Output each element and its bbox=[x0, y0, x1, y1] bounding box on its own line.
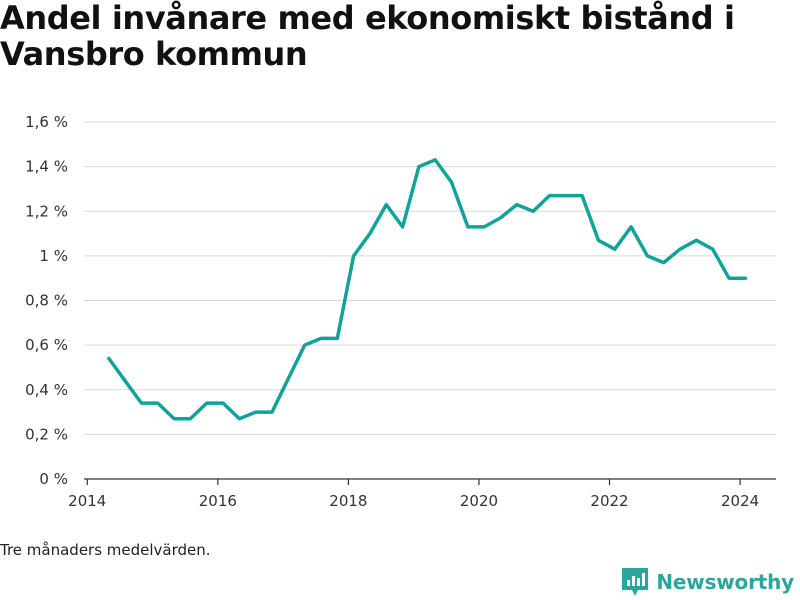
x-tick-label: 2024 bbox=[721, 492, 759, 510]
data-point bbox=[172, 417, 175, 420]
data-point bbox=[401, 225, 404, 228]
y-tick-label: 1 % bbox=[39, 247, 68, 265]
data-point bbox=[352, 254, 355, 257]
data-point bbox=[434, 158, 437, 161]
data-point bbox=[189, 417, 192, 420]
data-point bbox=[744, 277, 747, 280]
data-point bbox=[629, 225, 632, 228]
x-tick-label: 2022 bbox=[590, 492, 628, 510]
data-point bbox=[613, 248, 616, 251]
data-point bbox=[336, 337, 339, 340]
y-tick-label: 0 % bbox=[39, 470, 68, 488]
data-point bbox=[417, 165, 420, 168]
data-point bbox=[319, 337, 322, 340]
data-point bbox=[581, 194, 584, 197]
data-point bbox=[499, 216, 502, 219]
grid-lines bbox=[84, 121, 776, 435]
data-point bbox=[711, 248, 714, 251]
data-point bbox=[124, 379, 127, 382]
y-axis-ticks: 0 % 0,2 % 0,4 % 0,6 % 0,8 % 1 % 1,2 % 1,4 % 1,6 … bbox=[25, 113, 68, 488]
footnote: Tre månaders medelvärden. bbox=[0, 541, 211, 559]
data-point bbox=[385, 203, 388, 206]
chart-title: Andel invånare med ekonomiskt bistånd i … bbox=[0, 0, 735, 73]
data-point bbox=[156, 402, 159, 405]
x-tick-label: 2018 bbox=[329, 492, 367, 510]
data-point bbox=[532, 210, 535, 213]
series-group bbox=[107, 158, 748, 421]
data-point bbox=[597, 239, 600, 242]
y-tick-label: 1,6 % bbox=[25, 113, 68, 131]
data-point bbox=[368, 232, 371, 235]
data-point bbox=[662, 261, 665, 264]
y-tick-label: 0,4 % bbox=[25, 381, 68, 399]
x-tick-label: 2016 bbox=[199, 492, 237, 510]
x-tick-label: 2020 bbox=[460, 492, 498, 510]
data-point bbox=[287, 377, 290, 380]
y-tick-label: 0,2 % bbox=[25, 425, 68, 443]
data-point bbox=[548, 194, 551, 197]
newsworthy-logo-icon bbox=[622, 568, 649, 596]
data-point bbox=[695, 239, 698, 242]
data-point bbox=[678, 248, 681, 251]
y-tick-label: 1,4 % bbox=[25, 158, 68, 176]
brand-name: Newsworthy bbox=[656, 570, 794, 594]
y-tick-label: 0,6 % bbox=[25, 336, 68, 354]
data-point bbox=[140, 402, 143, 405]
y-tick-label: 1,2 % bbox=[25, 202, 68, 220]
data-point bbox=[107, 357, 110, 360]
x-axis: 2014 2016 2018 2020 2022 2024 bbox=[68, 478, 776, 510]
data-point bbox=[303, 344, 306, 347]
data-point bbox=[270, 410, 273, 413]
data-point bbox=[205, 402, 208, 405]
data-point bbox=[254, 410, 257, 413]
data-point bbox=[564, 194, 567, 197]
data-point bbox=[727, 277, 730, 280]
data-point bbox=[646, 254, 649, 257]
series-line-0 bbox=[107, 158, 748, 421]
data-point bbox=[515, 203, 518, 206]
line-chart: 0 % 0,2 % 0,4 % 0,6 % 0,8 % 1 % 1,2 % 1,4 % 1,6 … bbox=[25, 113, 776, 510]
y-tick-label: 0,8 % bbox=[25, 292, 68, 310]
brand-logo[interactable]: Newsworthy bbox=[622, 568, 794, 596]
data-point bbox=[466, 225, 469, 228]
x-tick-label: 2014 bbox=[68, 492, 106, 510]
data-point bbox=[221, 402, 224, 405]
data-point bbox=[238, 417, 241, 420]
data-point bbox=[450, 181, 453, 184]
data-point bbox=[483, 225, 486, 228]
